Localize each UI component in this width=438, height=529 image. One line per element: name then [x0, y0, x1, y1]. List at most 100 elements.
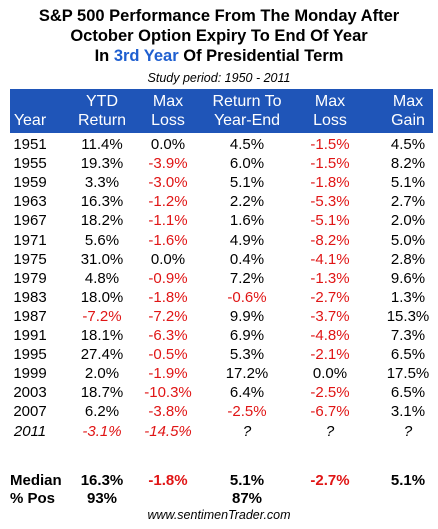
header-max-loss-2-bottom: Loss: [313, 112, 347, 129]
table-row: 1995 27.4% -0.5% 5.3% -2.1% 6.5%: [10, 345, 433, 364]
cell-max-gain: 2.7%: [390, 193, 426, 211]
header-ytd-return-bottom: Return: [77, 112, 127, 129]
cell-max-gain: 17.5%: [386, 365, 430, 383]
cell-year: 1987: [13, 307, 47, 325]
cell-max-loss-1: 0.0%: [150, 250, 186, 268]
cell-max-gain: 6.5%: [390, 346, 426, 364]
cell-year: 1963: [13, 193, 47, 211]
summary-label: % Pos: [10, 490, 56, 507]
cell-ytd-return: 18.2%: [80, 212, 124, 230]
cell-year: 2007: [13, 403, 47, 421]
table-row: 1951 11.4% 0.0% 4.5% -1.5% 4.5%: [10, 135, 433, 154]
table-row: 2003 18.7% -10.3% 6.4% -2.5% 6.5%: [10, 383, 433, 402]
cell-max-gain: 15.3%: [386, 307, 430, 325]
cell-return-to-year-end: 1.6%: [229, 212, 265, 230]
cell-year: 2003: [13, 384, 47, 402]
cell-return-to-year-end: 6.0%: [229, 155, 265, 173]
cell-max-loss-1: -1.6%: [148, 231, 188, 249]
cell-ytd-return: 18.7%: [80, 384, 124, 402]
summary-return-to-year-end: 5.1%: [229, 472, 265, 489]
cell-max-gain: 2.0%: [390, 212, 426, 230]
cell-max-gain: 9.6%: [390, 269, 426, 287]
cell-return-to-year-end: 5.1%: [229, 174, 265, 192]
cell-max-gain: 1.3%: [390, 288, 426, 306]
cell-max-loss-1: -3.9%: [148, 155, 188, 173]
cell-max-loss-1: -1.2%: [148, 193, 188, 211]
cell-year: 1983: [13, 288, 47, 306]
cell-max-loss-1: -1.1%: [148, 212, 188, 230]
cell-year: 2011: [13, 422, 47, 440]
cell-max-loss-1: -3.0%: [148, 174, 188, 192]
cell-max-gain: 2.8%: [390, 250, 426, 268]
cell-max-loss-1: -0.5%: [148, 346, 188, 364]
cell-ytd-return: 18.0%: [80, 288, 124, 306]
cell-return-to-year-end: ?: [242, 422, 252, 440]
cell-max-gain: ?: [403, 422, 413, 440]
table-row: 1999 2.0% -1.9% 17.2% 0.0% 17.5%: [10, 364, 433, 383]
cell-year: 1975: [13, 250, 47, 268]
cell-ytd-return: 31.0%: [80, 250, 124, 268]
table-row: 1979 4.8% -0.9% 7.2% -1.3% 9.6%: [10, 269, 433, 288]
header-max-gain-top: Max: [392, 93, 424, 110]
cell-ytd-return: 11.4%: [81, 136, 123, 153]
cell-year: 1959: [13, 174, 47, 192]
table-row: 1987 -7.2% -7.2% 9.9% -3.7% 15.3%: [10, 307, 433, 326]
cell-ytd-return: -7.2%: [82, 307, 122, 325]
cell-max-loss-2: -4.8%: [310, 327, 350, 344]
title-accent: 3rd Year: [113, 47, 179, 65]
cell-max-loss-2: -1.3%: [310, 269, 350, 287]
cell-ytd-return: 5.6%: [84, 231, 120, 249]
cell-return-to-year-end: 17.2%: [225, 365, 269, 383]
cell-max-loss-1: -1.8%: [148, 288, 188, 306]
table-row: 1967 18.2% -1.1% 1.6% -5.1% 2.0%: [10, 211, 433, 230]
table-row: 1959 3.3% -3.0% 5.1% -1.8% 5.1%: [10, 173, 433, 192]
cell-max-loss-2: -5.3%: [310, 193, 350, 211]
cell-max-loss-1: -10.3%: [144, 384, 192, 402]
cell-max-loss-1: -7.2%: [148, 307, 188, 325]
cell-ytd-return: 19.3%: [80, 155, 124, 173]
header-return-to-year-end-bottom: Year-End: [213, 112, 281, 129]
cell-ytd-return: 3.3%: [84, 174, 120, 192]
table-row: 2011 -3.1% -14.5%???: [10, 422, 433, 441]
cell-max-loss-1: -0.9%: [148, 269, 188, 287]
study-period: Study period: 1950 - 2011: [147, 71, 291, 85]
table-header: Year YTD Return Max Loss Return To Year-End Max…: [10, 89, 433, 133]
cell-max-loss-1: -3.8%: [148, 403, 188, 421]
title-suffix: Of Presidential Term: [178, 47, 344, 65]
cell-ytd-return: 4.8%: [84, 269, 120, 287]
cell-return-to-year-end: 4.9%: [229, 231, 265, 249]
cell-max-loss-2: ?: [325, 422, 335, 440]
cell-max-loss-1: -6.3%: [148, 327, 188, 344]
cell-year: 1951: [13, 136, 47, 153]
cell-max-loss-2: -4.1%: [310, 250, 350, 268]
cell-ytd-return: 6.2%: [84, 403, 120, 421]
summary-max-loss-2: -2.7%: [310, 472, 350, 489]
cell-ytd-return: 18.1%: [80, 327, 124, 344]
cell-max-loss-2: -6.7%: [310, 403, 350, 421]
table-row: 1963 16.3% -1.2% 2.2% -5.3% 2.7%: [10, 192, 433, 211]
cell-max-gain: 4.5%: [390, 136, 426, 153]
cell-max-loss-2: -2.7%: [310, 288, 350, 306]
cell-max-loss-1: -14.5%: [144, 422, 192, 440]
cell-year: 1971: [13, 231, 47, 249]
chart-title-line-3: In 3rd Year Of Presidential Term: [0, 46, 438, 66]
summary-ytd-return: 16.3%: [80, 472, 124, 489]
cell-year: 1999: [13, 365, 47, 383]
header-year-bottom: Year: [13, 112, 47, 129]
cell-return-to-year-end: 5.3%: [229, 346, 265, 364]
cell-max-loss-2: -5.1%: [310, 212, 350, 230]
cell-ytd-return: 27.4%: [80, 346, 124, 364]
table-row: 1983 18.0% -1.8% -0.6% -2.7% 1.3%: [10, 288, 433, 307]
summary-max-gain: 5.1%: [390, 472, 426, 489]
cell-year: 1995: [13, 346, 47, 364]
cell-return-to-year-end: -2.5%: [227, 403, 267, 421]
source-footer: www.sentimenTrader.com: [147, 508, 291, 522]
cell-ytd-return: 16.3%: [80, 193, 124, 211]
cell-return-to-year-end: 2.2%: [229, 193, 265, 211]
cell-max-loss-2: 0.0%: [312, 365, 348, 383]
header-ytd-return-top: YTD: [86, 93, 118, 110]
chart-title-line-2: October Option Expiry To End Of Year: [70, 27, 368, 45]
summary-row: % Pos 93% 87%: [10, 489, 433, 508]
cell-max-loss-2: -1.8%: [310, 174, 350, 192]
cell-year: 1967: [13, 212, 47, 230]
